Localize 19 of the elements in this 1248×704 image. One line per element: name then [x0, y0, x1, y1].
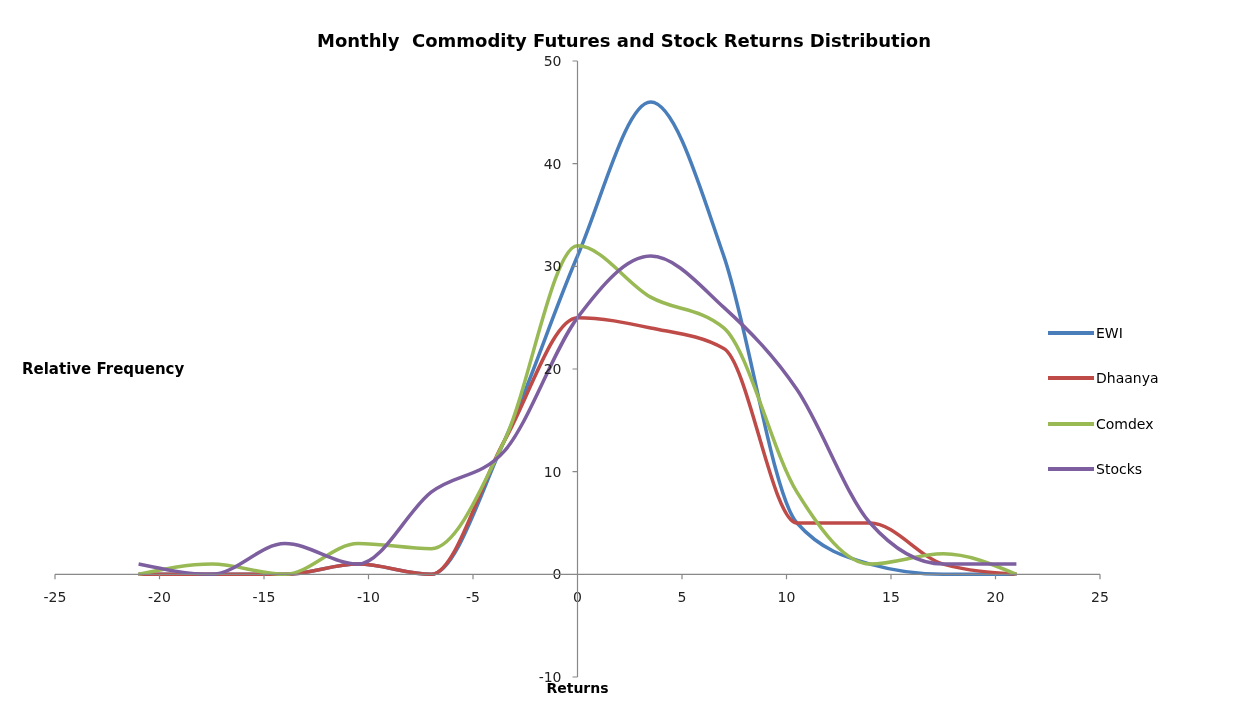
x-tick-label: 5 [677, 589, 687, 606]
legend-label: Comdex [1096, 415, 1154, 432]
x-tick-label: -15 [252, 589, 276, 606]
legend-label: EWI [1096, 324, 1123, 341]
x-tick-label: -5 [466, 589, 480, 606]
x-tick-label: 20 [986, 589, 1005, 606]
legend-label: Dhaanya [1096, 370, 1159, 387]
y-axis-title: Relative Frequency [22, 360, 185, 378]
y-tick-label: 50 [543, 53, 562, 69]
x-tick-label: -20 [148, 589, 171, 606]
x-tick-label: 25 [1091, 589, 1109, 606]
x-tick-label: -10 [357, 589, 380, 606]
y-tick-label: 10 [543, 463, 562, 480]
x-tick-label: 15 [882, 589, 900, 606]
chart-title: Monthly Commodity Futures and Stock Returns Distribution [316, 30, 932, 51]
x-tick-label: 10 [777, 589, 796, 606]
x-tick-label: -25 [43, 589, 67, 606]
y-tick-label: 40 [543, 155, 562, 172]
legend-label: Stocks [1096, 461, 1143, 478]
